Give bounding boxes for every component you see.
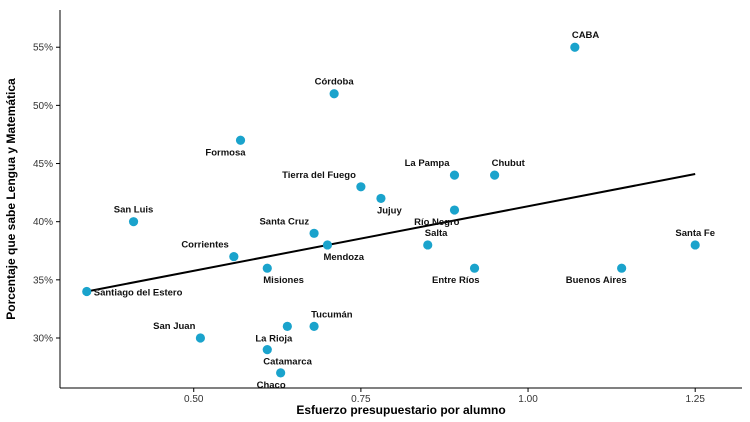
y-tick-label: 55% (33, 43, 53, 54)
point-label: San Juan (153, 321, 195, 332)
point-label: Río Negro (414, 217, 460, 228)
data-point (262, 345, 272, 355)
point-label: Santiago del Estero (94, 287, 183, 298)
data-point (356, 182, 366, 192)
point-label: Formosa (205, 147, 246, 158)
point-label: Santa Fe (675, 228, 715, 239)
y-axis-title: Porcentaje que sabe Lengua y Matemática (4, 78, 18, 320)
x-axis-title: Esfuerzo presupuestario por alumno (296, 403, 505, 417)
x-ticks: 0.50 0.75 1.00 1.25 (184, 388, 705, 405)
point-label: Catamarca (263, 357, 312, 368)
point-label: Buenos Aires (566, 275, 627, 286)
data-point (309, 321, 319, 331)
point-label: Salta (425, 228, 448, 239)
data-point (195, 333, 206, 343)
y-tick-label: 45% (33, 159, 53, 170)
data-point (449, 170, 460, 180)
y-tick-label: 30% (33, 333, 53, 344)
data-point (282, 321, 292, 331)
point-label: Santa Cruz (259, 216, 309, 227)
y-tick-label: 40% (33, 217, 53, 228)
data-point (449, 205, 460, 215)
data-point (690, 240, 700, 250)
point-label: La Rioja (255, 333, 293, 344)
data-point (82, 286, 92, 297)
data-point (128, 217, 139, 227)
data-point (570, 42, 580, 52)
trend-line (86, 173, 696, 293)
y-tick-label: 50% (33, 101, 53, 112)
data-point (322, 240, 333, 250)
data-point (617, 263, 627, 273)
data-points (82, 42, 700, 378)
data-point (469, 263, 480, 273)
point-label: Entre Ríos (432, 275, 480, 286)
point-labels: CABA Córdoba Formosa La Pampa Chubut Tierra d… (94, 30, 715, 391)
data-point (423, 240, 433, 250)
point-label: Corrientes (181, 240, 229, 251)
data-point (229, 251, 239, 262)
point-label: CABA (572, 30, 600, 41)
y-tick-label: 35% (33, 275, 53, 286)
point-label: Córdoba (315, 77, 355, 88)
x-tick-label: 1.00 (518, 394, 538, 405)
data-point (276, 368, 286, 378)
data-point (235, 135, 246, 145)
point-label: San Luis (114, 205, 154, 216)
x-tick-label: 1.25 (685, 394, 705, 405)
data-point (376, 193, 386, 204)
point-label: Mendoza (323, 252, 364, 263)
x-tick-label: 0.50 (184, 394, 204, 405)
data-point (309, 228, 319, 238)
point-label: Jujuy (377, 205, 403, 216)
data-point (262, 263, 272, 273)
x-tick-label: 0.75 (351, 394, 371, 405)
point-label: Misiones (263, 275, 304, 286)
point-label: La Pampa (405, 158, 451, 169)
axes (59, 10, 742, 389)
data-point (329, 89, 339, 99)
y-ticks: 30% 35% 40% 45% 50% 55% (33, 43, 60, 344)
point-label: Chaco (257, 380, 286, 391)
point-label: Chubut (492, 158, 526, 169)
point-label: Tierra del Fuego (282, 170, 356, 181)
point-label: Tucumán (311, 309, 353, 320)
data-point (490, 170, 500, 180)
